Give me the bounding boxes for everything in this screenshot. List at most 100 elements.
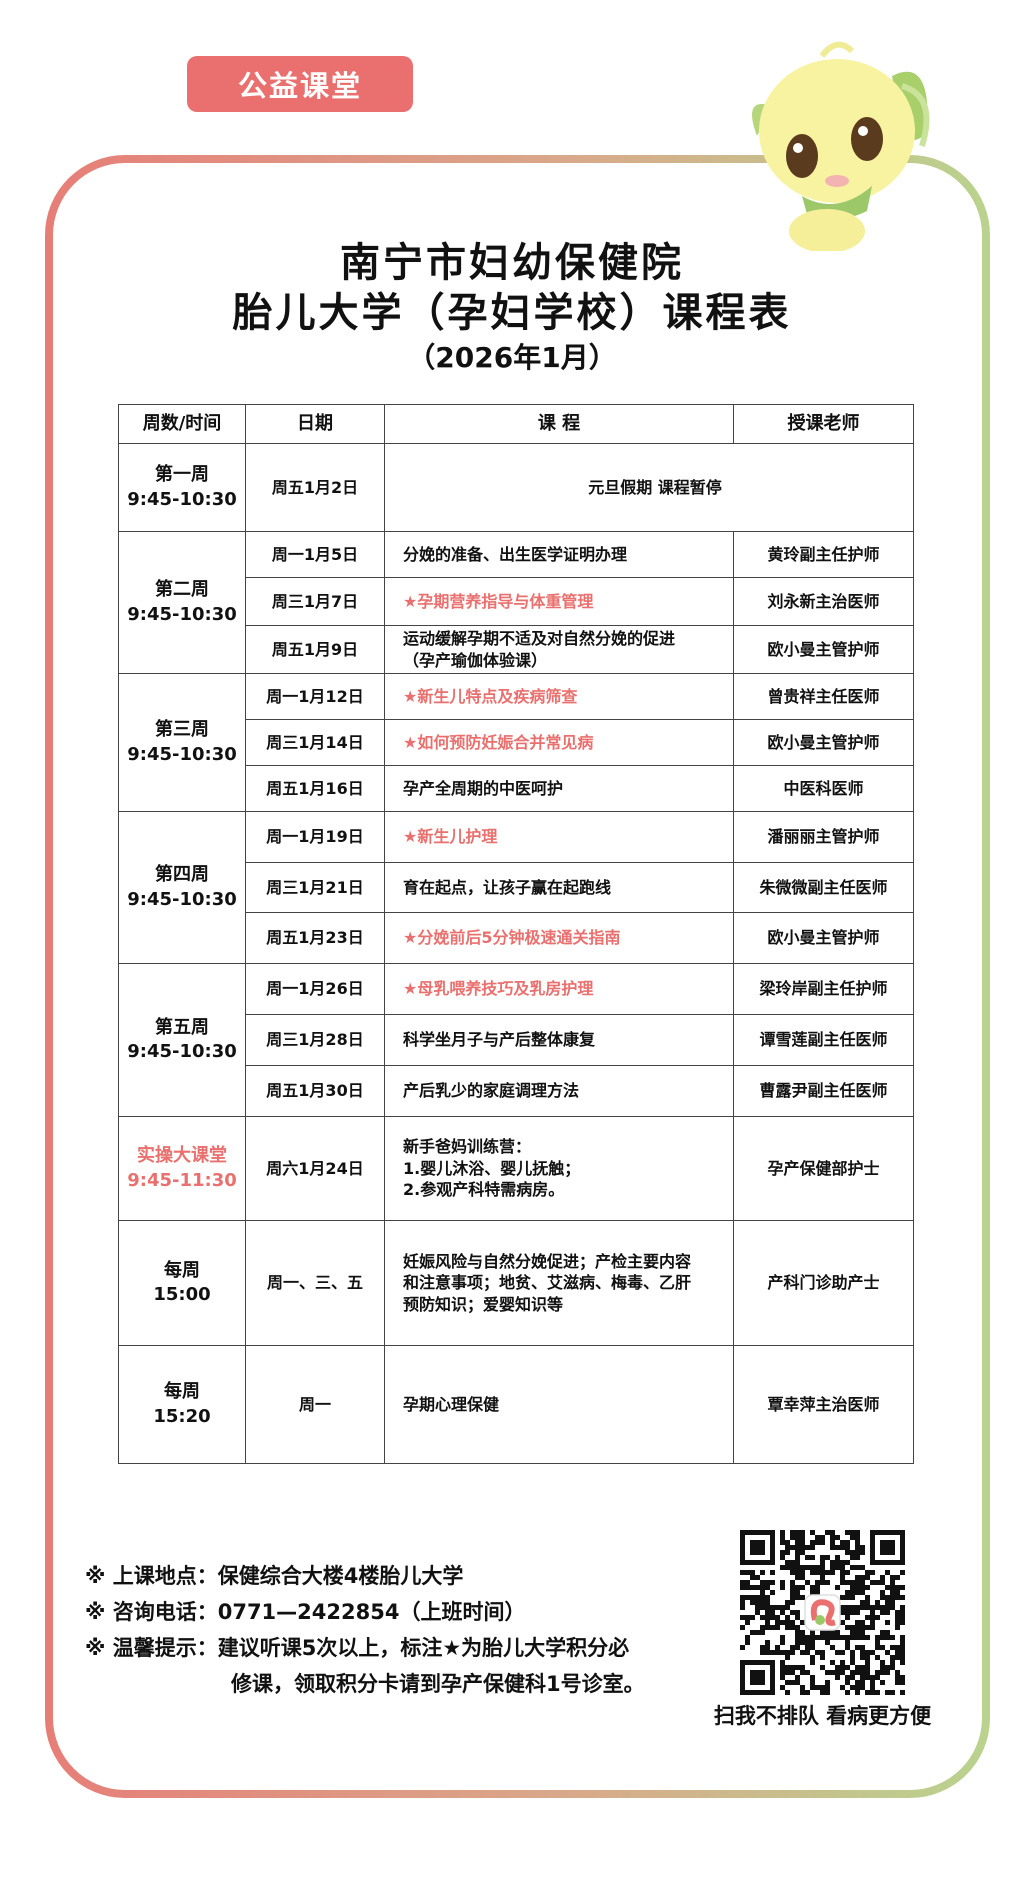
qr-caption: 扫我不排队 看病更方便 — [713, 1704, 932, 1728]
teacher-cell: 欧小曼主管护师 — [733, 719, 914, 767]
week-label: 第一周 — [155, 464, 209, 486]
hospital-name: 南宁市妇幼保健院 — [340, 240, 684, 286]
date-cell: 周三1月21日 — [245, 862, 385, 914]
week-cell: 第四周 9:45-10:30 — [118, 811, 246, 965]
week-time: 9:45-10:30 — [127, 743, 237, 765]
teacher-cell: 曹露尹副主任医师 — [733, 1065, 914, 1118]
course-cell: ★新生儿特点及疾病筛查 — [384, 673, 734, 721]
course-cell: ★分娩前后5分钟极速通关指南 — [384, 912, 734, 965]
teacher-cell: 覃幸萍主治医师 — [733, 1345, 914, 1465]
week-label: 第三周 — [155, 719, 209, 741]
course-cell: ★母乳喂养技巧及乳房护理 — [384, 963, 734, 1016]
week-cell: 每周 15:00 — [118, 1220, 246, 1347]
week-cell: 第五周 9:45-10:30 — [118, 963, 246, 1118]
teacher-cell: 梁玲岸副主任护师 — [733, 963, 914, 1016]
teacher-cell: 曾贵祥主任医师 — [733, 673, 914, 721]
date-cell: 周五1月23日 — [245, 912, 385, 965]
course-cell: 产后乳少的家庭调理方法 — [384, 1065, 734, 1118]
class-location: ※ 上课地点：保健综合大楼4楼胎儿大学 — [85, 1564, 464, 1588]
table-row: 周三1月28日 科学坐月子与产后整体康复 谭雪莲副主任医师 — [119, 1014, 914, 1067]
course-schedule-table: 周数/时间 日期 课 程 授课老师 第一周 9:45-10:30 周五1月2日 元旦假… — [118, 404, 914, 1465]
teacher-cell: 孕产保健部护士 — [733, 1116, 914, 1222]
teacher-cell: 刘永新主治医师 — [733, 577, 914, 626]
schedule-month: （2026年1月） — [407, 341, 617, 374]
header-course: 课 程 — [384, 404, 734, 444]
table-row: 每周 15:00 周一、三、五 妊娠风险与自然分娩促进；产检主要内容 和注意事项；地贫… — [118, 1220, 914, 1347]
header-teacher: 授课老师 — [733, 404, 914, 444]
table-row: 第一周 9:45-10:30 周五1月2日 元旦假期 课程暂停 — [118, 443, 914, 532]
teacher-cell: 产科门诊助产士 — [733, 1220, 914, 1347]
table-row: 周五1月16日 孕产全周期的中医呵护 中医科医师 — [119, 765, 914, 813]
table-row: 周三1月21日 育在起点，让孩子赢在起跑线 朱微微副主任医师 — [119, 862, 914, 914]
date-cell: 周三1月28日 — [245, 1014, 385, 1067]
week-cell: 第三周 9:45-10:30 — [118, 673, 246, 813]
date-cell: 周一1月26日 — [245, 963, 385, 1016]
week-time: 15:20 — [153, 1405, 211, 1427]
date-cell: 周五1月9日 — [245, 624, 385, 675]
date-cell: 周一 — [245, 1345, 385, 1465]
date-cell: 周五1月30日 — [245, 1065, 385, 1118]
public-class-badge: 公益课堂 — [187, 56, 413, 112]
course-cell: ★新生儿护理 — [384, 811, 734, 864]
week-cell: 每周 15:20 — [118, 1345, 246, 1465]
date-cell: 周五1月16日 — [245, 765, 385, 813]
qr-code[interactable] — [740, 1530, 905, 1695]
course-cell: 新手爸妈训练营： 1.婴儿沐浴、婴儿抚触； 2.参观产科特需病房。 — [384, 1116, 734, 1222]
table-row: 周三1月7日 ★孕期营养指导与体重管理 刘永新主治医师 — [119, 577, 914, 626]
week-time: 15:00 — [153, 1284, 211, 1306]
week-label: 实操大课堂 — [137, 1145, 227, 1167]
date-cell: 周六1月24日 — [245, 1116, 385, 1222]
week-time: 9:45-10:30 — [127, 603, 237, 625]
mascot-illustration — [752, 41, 930, 251]
table-row: 每周 15:20 周一 孕期心理保健 覃幸萍主治医师 — [118, 1345, 914, 1465]
week-time: 9:45-11:30 — [127, 1169, 237, 1191]
date-cell: 周五1月2日 — [245, 443, 385, 532]
footer-info: ※ 上课地点：保健综合大楼4楼胎儿大学 ※ 咨询电话：0771—2422854（… — [85, 1558, 645, 1702]
week-label: 第二周 — [155, 579, 209, 601]
teacher-cell: 欧小曼主管护师 — [733, 624, 914, 675]
table-header-row: 周数/时间 日期 课 程 授课老师 — [118, 404, 914, 444]
contact-phone: ※ 咨询电话：0771—2422854（上班时间） — [85, 1600, 526, 1624]
date-cell: 周一1月5日 — [245, 531, 385, 578]
week-label: 每周 — [164, 1381, 200, 1403]
week-time: 9:45-10:30 — [127, 888, 237, 910]
course-cell: 运动缓解孕期不适及对自然分娩的促进 （孕产瑜伽体验课） — [384, 624, 734, 675]
course-cell: 妊娠风险与自然分娩促进；产检主要内容 和注意事项；地贫、艾滋病、梅毒、乙肝 预防… — [384, 1220, 734, 1347]
table-row: 第三周 9:45-10:30 周一1月12日 ★新生儿特点及疾病筛查 曾贵祥主任医师 — [118, 673, 914, 813]
course-cell: ★孕期营养指导与体重管理 — [384, 577, 734, 626]
teacher-cell: 中医科医师 — [733, 765, 914, 813]
course-cell: 孕期心理保健 — [384, 1345, 734, 1465]
week-cell: 实操大课堂 9:45-11:30 — [118, 1116, 246, 1222]
teacher-cell: 潘丽丽主管护师 — [733, 811, 914, 864]
course-cell: ★如何预防妊娠合并常见病 — [384, 719, 734, 767]
week-label: 每周 — [164, 1259, 200, 1281]
tip-line-1: ※ 温馨提示：建议听课5次以上，标注★为胎儿大学积分必 — [85, 1636, 630, 1660]
teacher-cell: 黄玲副主任护师 — [733, 531, 914, 578]
table-row: 周五1月9日 运动缓解孕期不适及对自然分娩的促进 （孕产瑜伽体验课） 欧小曼主管护师 — [119, 624, 914, 675]
week-label: 第四周 — [155, 864, 209, 886]
course-cell: 元旦假期 课程暂停 — [384, 443, 914, 532]
week-cell: 第一周 9:45-10:30 — [118, 443, 246, 532]
course-cell: 育在起点，让孩子赢在起跑线 — [384, 862, 734, 914]
date-cell: 周一1月19日 — [245, 811, 385, 864]
table-row: 周三1月14日 ★如何预防妊娠合并常见病 欧小曼主管护师 — [119, 719, 914, 767]
teacher-cell: 朱微微副主任医师 — [733, 862, 914, 914]
tip-line-2: 修课，领取积分卡请到孕产保健科1号诊室。 — [231, 1672, 645, 1696]
course-cell: 科学坐月子与产后整体康复 — [384, 1014, 734, 1067]
week-time: 9:45-10:30 — [127, 1041, 237, 1063]
course-cell: 分娩的准备、出生医学证明办理 — [384, 531, 734, 578]
schedule-title: 胎儿大学（孕妇学校）课程表 — [232, 290, 792, 336]
date-cell: 周三1月14日 — [245, 719, 385, 767]
table-row: 实操大课堂 9:45-11:30 周六1月24日 新手爸妈训练营： 1.婴儿沐浴、婴儿… — [118, 1116, 914, 1222]
week-label: 第五周 — [155, 1016, 209, 1038]
date-cell: 周三1月7日 — [245, 577, 385, 626]
table-row: 周五1月23日 ★分娩前后5分钟极速通关指南 欧小曼主管护师 — [119, 912, 914, 965]
course-cell: 孕产全周期的中医呵护 — [384, 765, 734, 813]
table-row: 第五周 9:45-10:30 周一1月26日 ★母乳喂养技巧及乳房护理 梁玲岸副主任护师 — [118, 963, 914, 1118]
table-row: 第二周 9:45-10:30 周一1月5日 分娩的准备、出生医学证明办理 黄玲副主任护师 — [118, 530, 914, 675]
header-week-time: 周数/时间 — [118, 404, 246, 444]
week-cell: 第二周 9:45-10:30 — [118, 530, 246, 675]
table-row: 第四周 9:45-10:30 周一1月19日 ★新生儿护理 潘丽丽主管护师 — [118, 811, 914, 965]
teacher-cell: 欧小曼主管护师 — [733, 912, 914, 965]
teacher-cell: 谭雪莲副主任医师 — [733, 1014, 914, 1067]
